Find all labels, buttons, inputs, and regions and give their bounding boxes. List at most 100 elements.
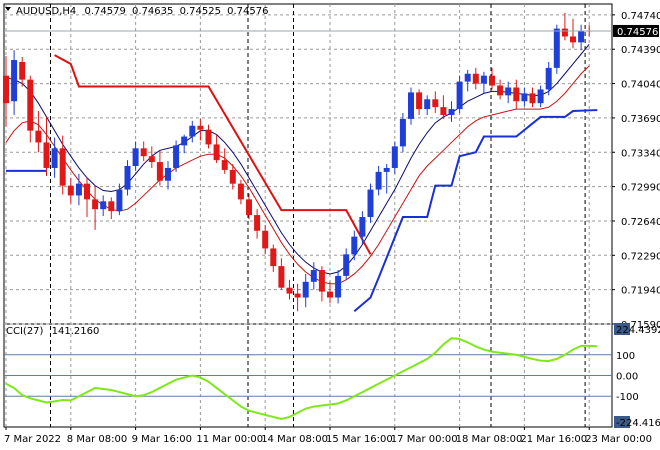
- candle-bear: [140, 148, 147, 157]
- candle-bear: [513, 87, 520, 102]
- candle-bull: [505, 87, 512, 96]
- cci-tick-label: -100: [616, 392, 639, 403]
- cci-panel: [4, 337, 612, 421]
- resistance-line: [54, 54, 372, 255]
- candle-bull: [545, 67, 552, 90]
- price-tick-label: 0.72990: [621, 183, 660, 194]
- candle-bull: [51, 148, 58, 168]
- inner-band-line: [5, 43, 590, 275]
- candle-bear: [472, 73, 479, 84]
- candle-bull: [480, 75, 487, 84]
- price-panel-frame: [3, 3, 613, 325]
- cci-tick-label: 100: [616, 351, 635, 362]
- candle-bear: [92, 199, 99, 210]
- candle-bear: [43, 142, 50, 168]
- cci-tick-label: 224.4392: [616, 325, 660, 336]
- time-tick-label: 18 Mar 08:00: [456, 434, 523, 445]
- current-price-tag: [613, 24, 659, 37]
- price-tick-label: 0.71590: [621, 320, 660, 331]
- time-tick-label: 11 Mar 00:00: [196, 434, 263, 445]
- candle-bear: [246, 199, 252, 216]
- candle-bull: [578, 30, 585, 43]
- candle-bull: [553, 28, 560, 68]
- candle-bull: [173, 145, 180, 168]
- candle-bear: [221, 160, 228, 170]
- price-tick-label: 0.74740: [621, 11, 660, 22]
- support-line: [353, 109, 598, 313]
- candle-bull: [521, 93, 528, 102]
- candle-bear: [213, 144, 220, 161]
- candle-bear: [570, 36, 576, 43]
- candle-bull: [189, 125, 196, 137]
- candle-bear: [294, 293, 301, 298]
- price-tick-label: 0.74390: [621, 45, 660, 56]
- candle-bear: [19, 61, 26, 80]
- candle-bear: [529, 93, 536, 104]
- candle-bear: [156, 162, 163, 181]
- candle-bull: [383, 167, 390, 172]
- candle-bear: [197, 125, 204, 130]
- time-tick-label: 7 Mar 2022: [4, 434, 61, 445]
- price-tick-label: 0.73690: [621, 114, 660, 125]
- price-panel: [3, 12, 612, 313]
- cci-value: 141.2160: [52, 326, 100, 337]
- candle-bull: [424, 99, 431, 110]
- candle-bear: [440, 107, 447, 115]
- current-price-label: 0.74576: [617, 27, 658, 38]
- time-tick-label: 15 Mar 16:00: [326, 434, 393, 445]
- candle-bull: [448, 109, 455, 115]
- candle-bull: [375, 171, 382, 190]
- cci-tick-label: 0.00: [616, 372, 638, 383]
- candle-bear: [327, 291, 333, 298]
- candle-bull: [367, 189, 374, 218]
- candle-bear: [27, 79, 34, 131]
- candle-bear: [3, 75, 9, 104]
- candle-bull: [537, 89, 544, 104]
- candle-bull: [408, 92, 414, 119]
- candle-bear: [561, 28, 568, 37]
- candle-bear: [67, 185, 74, 196]
- low-value: 0.74525: [180, 6, 221, 17]
- candle-bull: [132, 148, 139, 166]
- cci-name: CCI(27): [6, 326, 44, 337]
- candle-bear: [205, 129, 212, 145]
- cci-tick-label: -224.4167: [616, 418, 660, 429]
- candle-bull: [456, 81, 463, 110]
- symbol-dropdown-icon[interactable]: [5, 7, 11, 11]
- candle-bull: [343, 254, 350, 276]
- candle-bear: [84, 183, 90, 200]
- candle-bear: [229, 169, 236, 184]
- candle-bull: [116, 189, 123, 212]
- high-value: 0.74635: [132, 6, 173, 17]
- candle-bear: [35, 130, 42, 143]
- price-tick-label: 0.72640: [621, 217, 660, 228]
- svg-text:CCI(27) 141.2160: CCI(27) 141.2160: [6, 326, 99, 337]
- candle-bear: [416, 92, 423, 110]
- time-tick-label: 8 Mar 08:00: [67, 434, 127, 445]
- candle-bear: [497, 85, 504, 96]
- cci-bound-tag: [614, 323, 630, 335]
- candle-bull: [11, 60, 18, 102]
- time-tick-label: 21 Mar 16:00: [520, 434, 587, 445]
- candle-bear: [148, 156, 155, 163]
- candle-bear: [108, 201, 115, 212]
- candle-bear: [318, 270, 325, 292]
- candle-bull: [399, 118, 406, 147]
- price-tick-label: 0.73340: [621, 148, 660, 159]
- candle-bull: [464, 73, 471, 82]
- candle-bull: [335, 275, 342, 298]
- candle-bear: [270, 248, 277, 267]
- time-tick-label: 9 Mar 16:00: [132, 434, 192, 445]
- candle-bull: [302, 281, 309, 298]
- candle-bull: [100, 201, 107, 210]
- price-tick-label: 0.71940: [621, 286, 660, 297]
- candle-bear: [278, 266, 285, 288]
- candle-bear: [286, 287, 293, 294]
- price-tick-label: 0.74040: [621, 80, 660, 91]
- candle-bear: [489, 75, 495, 86]
- chart-header: AUDUSD,H4 0.74579 0.74635 0.74525 0.7457…: [5, 6, 268, 337]
- cci-bound-tag: [614, 416, 630, 428]
- candle-bull: [165, 167, 171, 181]
- time-tick-label: 23 Mar 00:00: [585, 434, 652, 445]
- price-tick-label: 0.72290: [621, 251, 660, 262]
